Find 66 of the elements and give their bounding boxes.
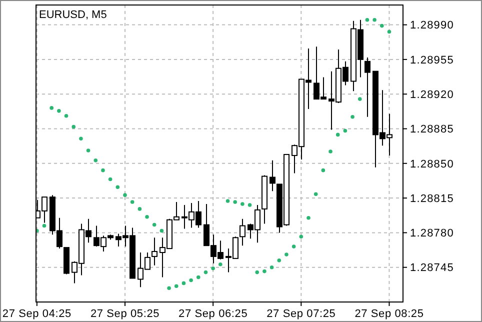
point [292,244,296,248]
point [167,286,171,290]
point [240,202,244,206]
candlestick [152,237,158,266]
point [336,132,340,137]
point [108,177,112,182]
candlestick [364,56,370,118]
point [123,193,127,197]
candlestick [240,218,246,246]
point [358,97,362,101]
y-tick-label: 1.28745 [410,262,454,274]
point [299,234,304,239]
y-tick-label: 1.28955 [410,54,454,66]
chart-title: EURUSD, M5 [39,9,107,21]
x-tick-label: 27 Sep 06:25 [178,308,248,320]
point [314,192,318,196]
point [116,185,120,190]
point [387,30,392,34]
y-tick-label: 1.28780 [410,228,454,240]
y-tick-label: 1.28920 [410,88,454,101]
point [255,270,260,274]
y-tick-label: 1.28885 [410,124,454,136]
point [50,106,54,110]
point [284,252,288,256]
point [145,214,149,219]
point [204,270,208,274]
point [211,266,215,270]
point [321,168,326,172]
point [306,216,310,220]
point [218,262,222,266]
point [270,265,274,270]
point [72,124,76,129]
y-tick-label: 1.28990 [410,20,454,32]
point [86,148,90,152]
point [174,284,178,288]
y-tick-label: 1.28850 [410,158,454,170]
y-tick-label: 1.28815 [410,192,454,205]
point [233,200,237,204]
point [262,269,266,274]
point [42,224,46,228]
x-tick-label: 27 Sep 04:25 [2,308,72,320]
point [248,203,252,207]
point [160,228,164,233]
point [343,128,348,133]
point [380,24,384,28]
x-tick-label: 27 Sep 05:25 [90,308,160,320]
point [101,168,105,172]
point [372,18,376,22]
x-tick-label: 27 Sep 08:25 [354,308,424,320]
point [350,114,354,119]
point [152,222,156,227]
point [64,114,68,118]
x-tick-label: 27 Sep 07:25 [266,308,336,320]
point [328,150,332,154]
point [138,207,142,211]
point [365,18,370,22]
point [182,281,186,286]
point [196,275,200,280]
candlestick [270,160,276,192]
point [277,258,282,262]
point [57,109,61,113]
point [189,278,193,282]
point [130,200,134,204]
point [94,158,98,162]
point [226,199,230,203]
point [79,136,83,141]
